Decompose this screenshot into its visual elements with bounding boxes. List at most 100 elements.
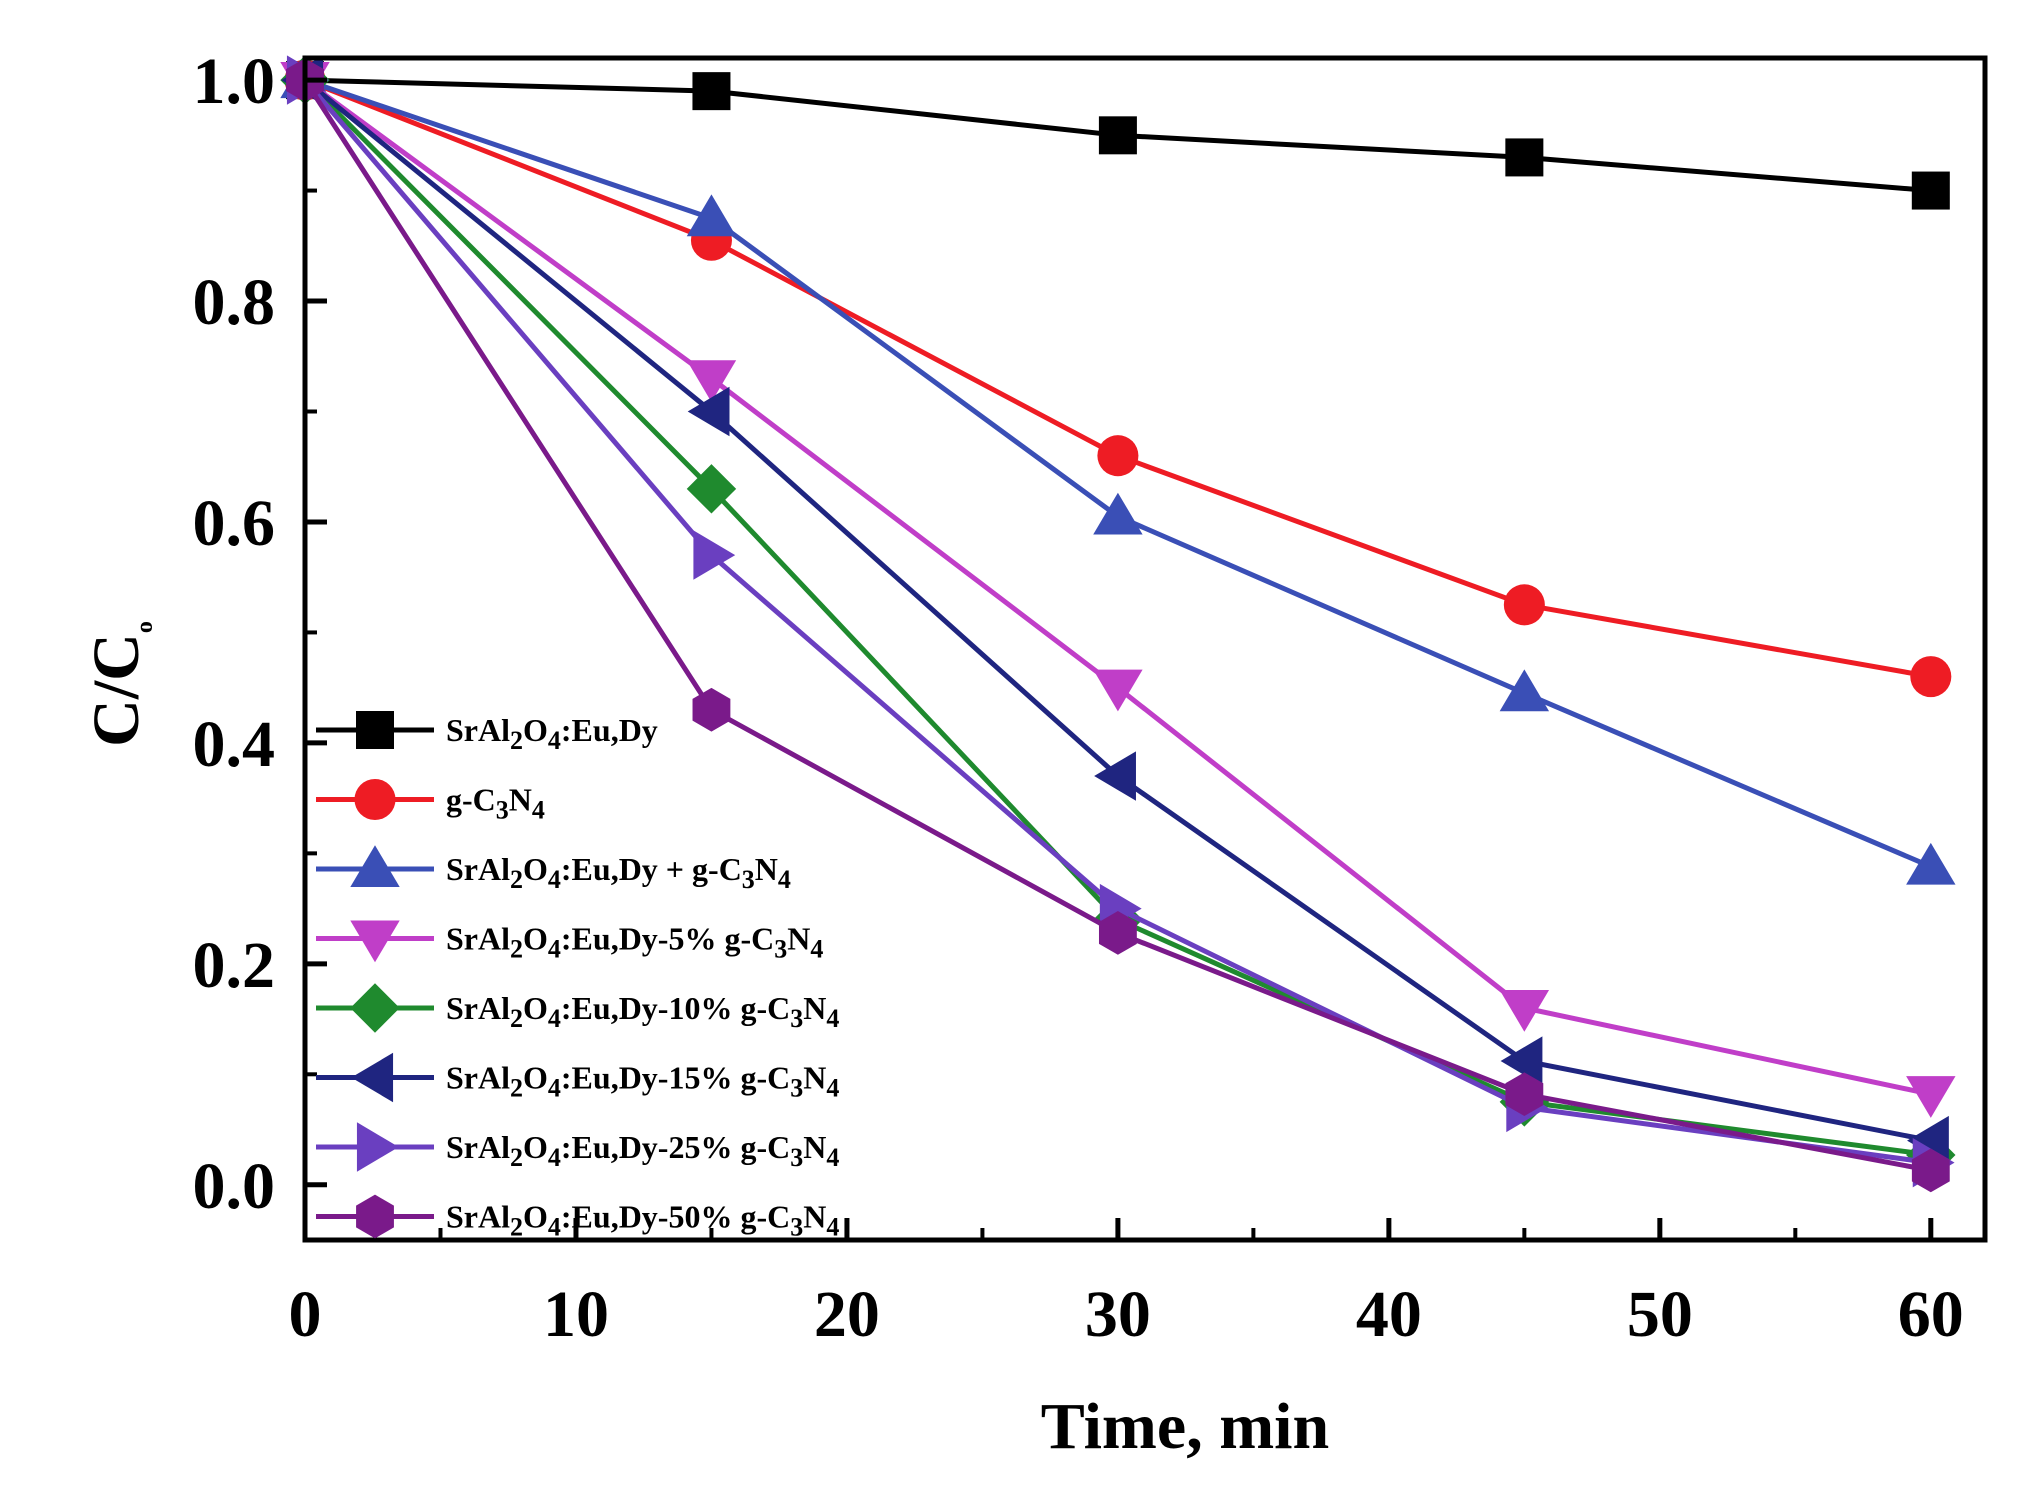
x-tick-label: 20	[814, 1278, 880, 1351]
legend-marker	[356, 711, 394, 749]
x-tick-label: 40	[1356, 1278, 1422, 1351]
data-point	[686, 360, 737, 403]
legend-marker	[356, 1194, 394, 1239]
series-4	[280, 62, 1956, 1118]
legend-item: SrAl2O4:Eu,Dy-25% g-C3N4	[316, 1122, 839, 1172]
series-layer	[280, 55, 1956, 1193]
legend-label-part: SrAl	[446, 851, 510, 887]
legend-label: SrAl2O4:Eu,Dy-5% g-C3N4	[446, 921, 823, 964]
legend-label-sub: 4	[826, 1004, 839, 1033]
legend-label-sub: 2	[510, 1143, 523, 1172]
legend-marker	[350, 845, 400, 888]
legend-label-sub: 4	[548, 1004, 561, 1033]
legend-label-sub: 4	[548, 1074, 561, 1103]
y-axis-title-main: C/C	[80, 633, 153, 747]
x-tick-label: 60	[1898, 1278, 1964, 1351]
y-tick-label: 0.2	[193, 929, 276, 1002]
legend-label-part: O	[523, 1060, 548, 1096]
legend-label: SrAl2O4:Eu,Dy-10% g-C3N4	[446, 990, 839, 1033]
legend-label-part: :Eu,Dy-10% g-C	[561, 990, 790, 1026]
plot-frame	[302, 55, 1988, 1243]
data-point	[1098, 116, 1137, 155]
data-point	[1911, 171, 1950, 210]
legend-label-part: O	[523, 712, 548, 748]
legend-label-part: O	[523, 851, 548, 887]
legend-label-part: N	[755, 851, 778, 887]
legend-label-part: SrAl	[446, 1199, 510, 1235]
legend-marker	[356, 1122, 399, 1172]
legend-label-sub: 4	[810, 935, 823, 964]
legend-label-sub: 3	[790, 1074, 803, 1103]
legend-label-part: SrAl	[446, 990, 510, 1026]
x-tick-label: 10	[543, 1278, 609, 1351]
y-tick-label: 1.0	[193, 45, 276, 118]
x-tick-label: 50	[1627, 1278, 1693, 1351]
data-point	[1910, 656, 1952, 698]
legend-label-part: O	[523, 1129, 548, 1165]
data-point	[1499, 989, 1550, 1032]
legend-label-sub: 2	[510, 1213, 523, 1242]
legend-item: SrAl2O4:Eu,Dy-50% g-C3N4	[316, 1194, 839, 1242]
data-point	[1093, 669, 1143, 712]
legend-label-part: N	[803, 990, 826, 1026]
legend-marker	[350, 983, 400, 1033]
legend-label-sub: 4	[548, 1143, 561, 1172]
data-point	[1500, 1036, 1543, 1086]
legend-label-sub: 4	[548, 726, 561, 755]
legend-label-part: g-C	[446, 782, 496, 818]
series-1	[286, 61, 1950, 210]
legend-label-part: :Eu,Dy-50% g-C	[561, 1199, 790, 1235]
legend-label-sub: 4	[826, 1074, 839, 1103]
legend-label-sub: 2	[510, 726, 523, 755]
data-point	[686, 194, 737, 237]
legend-label-sub: 3	[790, 1004, 803, 1033]
legend-label: SrAl2O4:Eu,Dy + g-C3N4	[446, 851, 791, 894]
legend-label-part: :Eu,Dy + g-C	[561, 851, 742, 887]
legend-item: SrAl2O4:Eu,Dy + g-C3N4	[316, 845, 791, 894]
data-point	[1098, 911, 1137, 955]
legend-label-sub: 4	[548, 935, 561, 964]
legend-label-part: SrAl	[446, 1129, 510, 1165]
legend-marker	[351, 1052, 394, 1103]
legend-label-sub: 4	[826, 1143, 839, 1172]
legend-marker	[350, 920, 400, 963]
legend-marker	[354, 778, 396, 821]
legend-item: SrAl2O4:Eu,Dy-5% g-C3N4	[316, 920, 823, 964]
data-point	[1499, 669, 1550, 712]
legend-label-sub: 2	[510, 1074, 523, 1103]
data-point	[1503, 584, 1545, 626]
data-point	[1093, 492, 1143, 535]
legend-label: SrAl2O4:Eu,Dy-50% g-C3N4	[446, 1199, 839, 1242]
data-point	[1094, 751, 1136, 801]
legend-label-part: N	[803, 1060, 826, 1096]
legend-label-part: :Eu,Dy-25% g-C	[561, 1129, 790, 1165]
legend-label-sub: 3	[742, 865, 755, 894]
y-tick-label: 0.0	[193, 1150, 276, 1223]
legend-label-part: O	[523, 1199, 548, 1235]
ticks-layer: 0 10 20 30 40 50 60 0.0 0.2 0.4 0.6 0.8 1.0	[193, 45, 1964, 1351]
data-point	[693, 530, 736, 580]
legend-label-sub: 2	[510, 1004, 523, 1033]
series-line	[303, 78, 1932, 1166]
legend-label-sub: 2	[510, 865, 523, 894]
legend-item: SrAl2O4:Eu,Dy-10% g-C3N4	[316, 983, 839, 1033]
series-line	[303, 78, 1932, 1158]
legend-label-sub: 2	[510, 935, 523, 964]
y-axis-title-sub: o	[132, 621, 158, 633]
legend-label-part: N	[787, 921, 810, 957]
y-tick-label: 0.8	[193, 266, 276, 339]
legend-label-sub: 4	[548, 865, 561, 894]
legend-item: g-C3N4	[316, 778, 545, 825]
series-line	[303, 78, 1932, 1144]
x-tick-label: 0	[289, 1278, 322, 1351]
legend-label-part: N	[803, 1199, 826, 1235]
data-point	[692, 72, 731, 111]
legend-label-part: N	[803, 1129, 826, 1165]
legend-label: SrAl2O4:Eu,Dy-15% g-C3N4	[446, 1060, 839, 1103]
legend-label: g-C3N4	[446, 782, 545, 825]
data-point	[692, 687, 731, 732]
legend-label-part: O	[523, 990, 548, 1026]
legend-label-part: SrAl	[446, 712, 510, 748]
